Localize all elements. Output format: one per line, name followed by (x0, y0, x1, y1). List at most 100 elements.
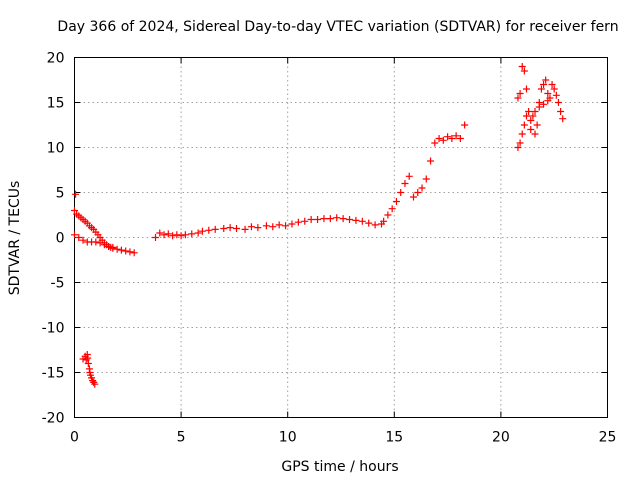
data-point (91, 380, 99, 388)
data-point (431, 139, 439, 147)
x-axis-label: GPS time / hours (281, 459, 398, 475)
data-point (544, 97, 552, 105)
y-tick-label: 0 (56, 231, 65, 247)
data-point (275, 221, 283, 229)
data-point (72, 190, 80, 198)
data-point (109, 243, 117, 251)
y-tick-label: 20 (47, 51, 65, 67)
series-early-decline-a (71, 207, 117, 252)
data-point (122, 247, 130, 255)
data-point (444, 133, 452, 141)
data-point (226, 224, 234, 232)
data-point (427, 157, 435, 165)
data-point (514, 144, 522, 151)
data-point (516, 139, 524, 147)
x-tick-label: 10 (279, 430, 297, 446)
data-point (533, 121, 541, 129)
data-point (365, 219, 373, 227)
data-point (414, 189, 422, 196)
data-point (269, 223, 277, 231)
series-afternoon-climb (380, 121, 469, 225)
x-tick-label: 5 (177, 430, 186, 446)
grid-lines (74, 57, 608, 418)
x-axis: 0 5 10 15 20 25 (70, 57, 617, 446)
data-point (461, 121, 469, 129)
data-point (552, 91, 560, 99)
y-tick-label: 5 (56, 186, 65, 202)
data-point (540, 100, 548, 108)
data-point (181, 231, 189, 239)
data-point (516, 90, 524, 97)
data-point (79, 236, 87, 244)
data-point (522, 85, 530, 93)
data-point (339, 215, 347, 223)
data-point (177, 232, 185, 240)
data-point (220, 225, 228, 232)
data-point (535, 103, 543, 111)
data-point (75, 234, 83, 241)
data-point (294, 218, 302, 226)
data-point (514, 94, 522, 102)
data-point (537, 85, 545, 93)
data-point (518, 130, 526, 138)
data-point (333, 214, 341, 222)
data-point (557, 108, 565, 115)
y-tick-label: -15 (42, 366, 65, 382)
data-point (548, 81, 556, 88)
data-point (320, 215, 328, 223)
data-point (282, 222, 290, 230)
data-point (288, 220, 296, 228)
data-point (401, 180, 409, 187)
series-evening-high (514, 63, 567, 138)
y-axis: -20 -15 -10 -5 0 5 10 15 20 (42, 51, 608, 427)
data-point (542, 76, 550, 84)
data-point (550, 85, 558, 93)
y-tick-label: -10 (42, 321, 65, 337)
data-point (531, 130, 539, 138)
series-evening-low-branch (514, 97, 552, 151)
data-point (520, 121, 528, 129)
y-tick-label: -5 (51, 276, 65, 292)
data-point (205, 226, 213, 234)
data-point (346, 216, 354, 223)
series-midday-gradual-rise (152, 214, 386, 241)
data-point (247, 223, 255, 231)
x-tick-label: 15 (385, 430, 403, 446)
x-tick-label: 20 (492, 430, 510, 446)
data-point (529, 112, 537, 120)
data-point (559, 115, 567, 123)
data-point (527, 126, 535, 133)
data-point (262, 222, 270, 230)
data-point (326, 215, 334, 223)
data-point (160, 231, 168, 239)
data-point (540, 81, 548, 88)
data-point (388, 205, 396, 213)
x-tick-label: 25 (599, 430, 617, 446)
data-point (531, 108, 539, 115)
data-point (130, 249, 138, 257)
data-point (198, 227, 206, 235)
data-point (92, 238, 100, 246)
data-point (358, 217, 366, 225)
data-point (100, 241, 108, 249)
data-point (96, 239, 104, 247)
data-point (456, 135, 464, 142)
data-point (84, 354, 92, 362)
data-point (71, 231, 78, 239)
series-outlier (72, 190, 80, 198)
data-point (254, 224, 262, 232)
data-point (314, 216, 322, 223)
data-point (105, 243, 113, 250)
data-point (117, 246, 125, 254)
data-point (156, 229, 164, 237)
data-point (380, 217, 388, 225)
data-point (439, 136, 447, 144)
data-point (126, 248, 134, 256)
data-point (307, 216, 315, 223)
data-point (522, 112, 530, 120)
data-point (194, 229, 202, 237)
y-tick-label: 15 (47, 96, 65, 112)
data-point (188, 230, 196, 238)
data-point (527, 117, 535, 124)
